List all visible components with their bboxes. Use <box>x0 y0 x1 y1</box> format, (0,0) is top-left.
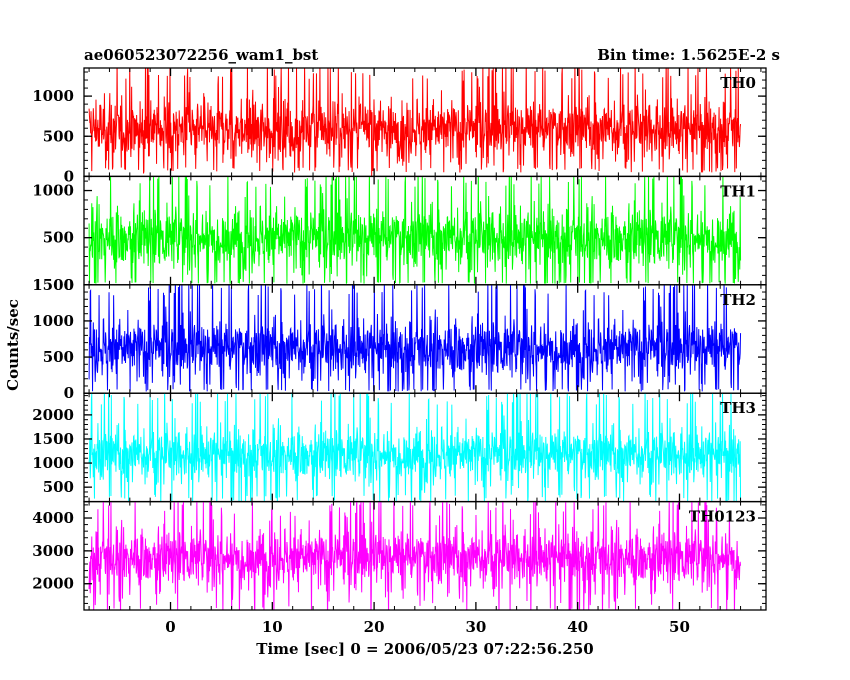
y-tick-label: 2000 <box>32 406 74 424</box>
y-tick-label: 1000 <box>32 454 74 472</box>
panel-th1: TH1 0 500 1000 <box>32 175 767 294</box>
panel-th0: TH0 0 500 1000 <box>32 67 767 185</box>
panel-frame <box>83 500 767 611</box>
y-axis-label: Counts/sec <box>4 299 22 391</box>
y-tick-label: 0 <box>64 384 74 402</box>
y-tick-label: 500 <box>43 127 74 145</box>
y-tick-label: 500 <box>43 229 74 247</box>
x-tick-label: 10 <box>262 618 283 636</box>
y-tick-label: 0 <box>64 167 74 185</box>
y-tick-label: 1000 <box>32 312 74 330</box>
y-tick-label: 1000 <box>32 87 74 105</box>
x-tick-label: 0 <box>165 618 175 636</box>
panel-label: TH0 <box>720 74 756 92</box>
series-line-th2 <box>88 284 742 392</box>
series-line-th0 <box>88 68 742 177</box>
x-axis-label: Time [sec] 0 = 2006/05/23 07:22:56.250 <box>256 640 593 658</box>
y-tick-label: 1000 <box>32 182 74 200</box>
x-tick-label: 20 <box>364 618 385 636</box>
y-tick-label: 500 <box>43 348 74 366</box>
panel-label: TH1 <box>720 182 756 200</box>
y-tick-label: 0 <box>64 276 74 294</box>
chart-title-left: ae060523072256_wam1_bst <box>84 46 318 64</box>
x-tick-label: 50 <box>669 618 690 636</box>
chart-title-right: Bin time: 1.5625E-2 s <box>597 46 780 64</box>
series-line-th1 <box>88 176 742 285</box>
y-tick-label: 4000 <box>32 509 74 527</box>
x-tick-label: 30 <box>465 618 486 636</box>
panel-label: TH3 <box>720 399 756 417</box>
panels-group: TH005001000TH105001000TH2050010001500TH3… <box>32 67 767 636</box>
y-tick-label: 2000 <box>32 575 74 593</box>
panel-th2: TH2 0 500 1000 1500 <box>32 276 767 402</box>
y-tick-label: 1500 <box>32 276 74 294</box>
panel-label: TH2 <box>720 291 756 309</box>
panel-th3: TH3 500 1000 1500 2000 <box>32 392 767 503</box>
series-line-th0123 <box>88 501 742 611</box>
y-tick-label: 1500 <box>32 430 74 448</box>
x-tick-label: 40 <box>567 618 588 636</box>
series-line-th3 <box>88 393 742 502</box>
panel-th0123: TH0123 2000 3000 4000 <box>32 500 767 611</box>
panel-label: TH0123 <box>689 508 756 526</box>
y-tick-label: 500 <box>43 478 74 496</box>
y-tick-label: 3000 <box>32 542 74 560</box>
